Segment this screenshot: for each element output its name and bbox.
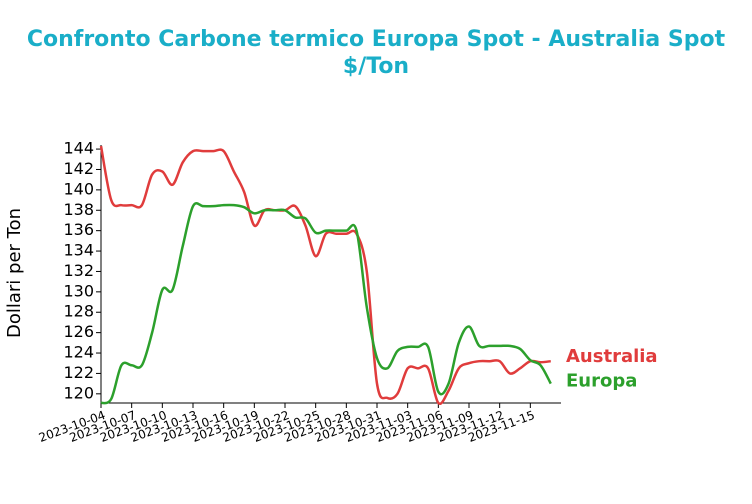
y-tick-label: 128: [63, 302, 94, 321]
series-line: [100, 202, 552, 405]
y-tick-label: 120: [63, 383, 94, 402]
y-tick-label: 126: [63, 322, 94, 341]
y-tick-label: 142: [63, 159, 94, 178]
legend-label: Europa: [566, 371, 637, 392]
y-tick-label: 144: [63, 139, 94, 158]
y-tick-label: 134: [63, 241, 94, 260]
series-line: [99, 145, 551, 406]
chart-subtitle: $/Ton: [343, 54, 409, 79]
y-tick-label: 138: [63, 200, 94, 219]
y-tick-label: 122: [63, 363, 94, 382]
y-tick-label: 140: [63, 179, 94, 198]
y-tick-label: 130: [63, 281, 94, 300]
y-tick-label: 124: [63, 343, 94, 362]
chart-title: Confronto Carbone termico Europa Spot - …: [27, 27, 726, 52]
y-tick-label: 136: [63, 220, 94, 239]
legend-label: Australia: [566, 346, 658, 367]
y-tick-label: 132: [63, 261, 94, 280]
y-axis-label: Dollari per Ton: [4, 208, 25, 338]
